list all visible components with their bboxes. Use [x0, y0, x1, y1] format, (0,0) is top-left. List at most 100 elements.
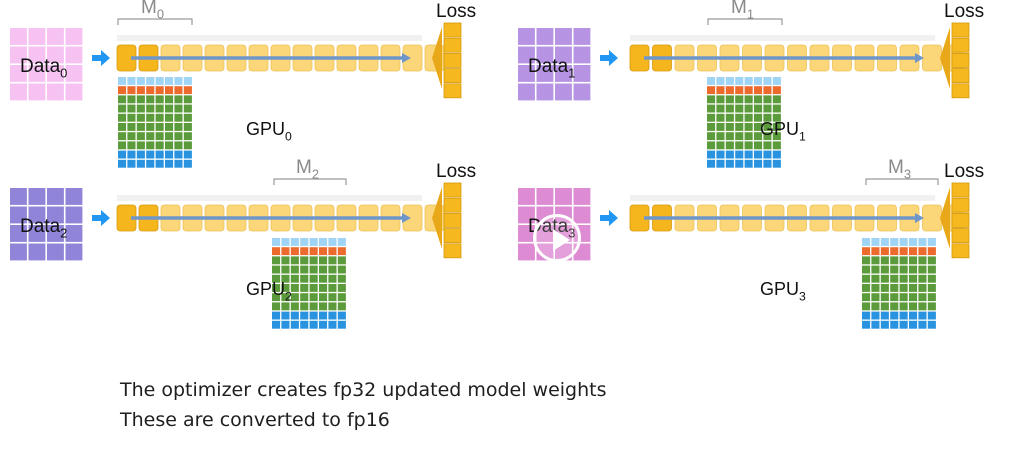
- memory-cell: [183, 141, 192, 150]
- memory-cell: [146, 113, 155, 122]
- memory-cell: [754, 132, 763, 141]
- memory-cell: [319, 247, 328, 256]
- memory-cell: [165, 95, 174, 104]
- memory-cell: [127, 104, 136, 113]
- memory-cell: [127, 123, 136, 131]
- memory-cell: [155, 150, 164, 159]
- memory-cell: [127, 95, 136, 104]
- gpu-label-3: GPU3: [760, 279, 806, 303]
- loss-cell: [443, 197, 462, 213]
- memory-cell: [927, 238, 936, 246]
- memory-cell: [272, 284, 281, 292]
- memory-cell: [118, 150, 127, 159]
- memory-cell: [909, 293, 918, 302]
- memory-cell: [183, 113, 192, 122]
- memory-cell: [772, 141, 781, 150]
- loss-cell: [443, 37, 462, 53]
- data-block-1: [518, 28, 591, 101]
- memory-cell: [772, 86, 781, 95]
- gpu-label-2-subscript: 2: [285, 289, 292, 303]
- memory-cell: [155, 77, 164, 85]
- memory-cell: [909, 311, 918, 320]
- memory-cell: [763, 95, 772, 104]
- memory-cell: [763, 104, 772, 113]
- memory-cell: [890, 293, 899, 302]
- memory-cell: [319, 265, 328, 274]
- memory-cell: [155, 104, 164, 113]
- memory-cell: [744, 141, 753, 150]
- memory-cell: [754, 86, 763, 95]
- memory-cell: [118, 95, 127, 104]
- memory-cell: [309, 238, 318, 246]
- loss-cell: [951, 228, 970, 244]
- model-shard-label-1: M1: [731, 0, 754, 22]
- data-block-2: [10, 188, 83, 261]
- loss-label-2: Loss: [436, 161, 476, 182]
- memory-cell: [899, 311, 908, 320]
- layer-shadow: [630, 35, 935, 41]
- memory-cell: [716, 95, 725, 104]
- data-cell: [536, 65, 554, 82]
- memory-cell: [281, 302, 290, 311]
- memory-cell: [927, 320, 936, 329]
- memory-cell: [136, 150, 145, 159]
- memory-cell: [890, 274, 899, 283]
- memory-cell: [290, 247, 299, 256]
- memory-cell: [146, 150, 155, 159]
- model-shard-label-3-text: M: [888, 157, 904, 178]
- play-circle-icon[interactable]: [533, 214, 581, 262]
- memory-cell: [754, 113, 763, 122]
- memory-cell: [319, 293, 328, 302]
- memory-cell: [183, 123, 192, 131]
- memory-cell: [127, 77, 136, 85]
- memory-cell: [707, 159, 716, 168]
- memory-cell: [725, 104, 734, 113]
- memory-cell: [735, 123, 744, 131]
- memory-cell: [281, 293, 290, 302]
- data-cell: [518, 28, 535, 45]
- memory-cell: [763, 132, 772, 141]
- loss-label-0: Loss: [436, 1, 476, 22]
- memory-cell: [337, 274, 346, 283]
- model-shard-bracket: [273, 178, 347, 185]
- memory-cell: [862, 265, 871, 274]
- data-cell: [10, 206, 27, 224]
- memory-cell: [300, 284, 309, 292]
- memory-cell: [174, 159, 183, 168]
- memory-cell: [744, 95, 753, 104]
- memory-cell: [127, 113, 136, 122]
- memory-cell: [183, 132, 192, 141]
- memory-cell: [290, 293, 299, 302]
- memory-cell: [290, 265, 299, 274]
- memory-cell: [890, 284, 899, 292]
- data-cell: [65, 225, 83, 242]
- memory-cell: [337, 311, 346, 320]
- model-layers-0: [116, 35, 445, 72]
- data-cell: [28, 243, 46, 261]
- data-label-2-text: Data: [20, 216, 61, 237]
- memory-cell: [871, 274, 880, 283]
- data-cell: [65, 188, 83, 205]
- memory-cell: [927, 265, 936, 274]
- gpu-memory-grid-2: [272, 238, 346, 329]
- memory-cell: [281, 247, 290, 256]
- memory-cell: [136, 159, 145, 168]
- memory-cell: [272, 238, 281, 246]
- loss-label-1: Loss: [944, 1, 984, 22]
- data-cell: [10, 243, 27, 261]
- memory-cell: [707, 95, 716, 104]
- data-cell: [47, 225, 64, 242]
- memory-cell: [165, 104, 174, 113]
- memory-cell: [927, 284, 936, 292]
- memory-cell: [763, 141, 772, 150]
- memory-cell: [183, 150, 192, 159]
- memory-cell: [328, 311, 337, 320]
- memory-cell: [174, 123, 183, 131]
- memory-cell: [309, 274, 318, 283]
- data-cell: [518, 243, 535, 261]
- memory-cell: [899, 238, 908, 246]
- memory-cell: [735, 86, 744, 95]
- gpu-label-0-subscript: 0: [285, 129, 292, 143]
- memory-cell: [165, 77, 174, 85]
